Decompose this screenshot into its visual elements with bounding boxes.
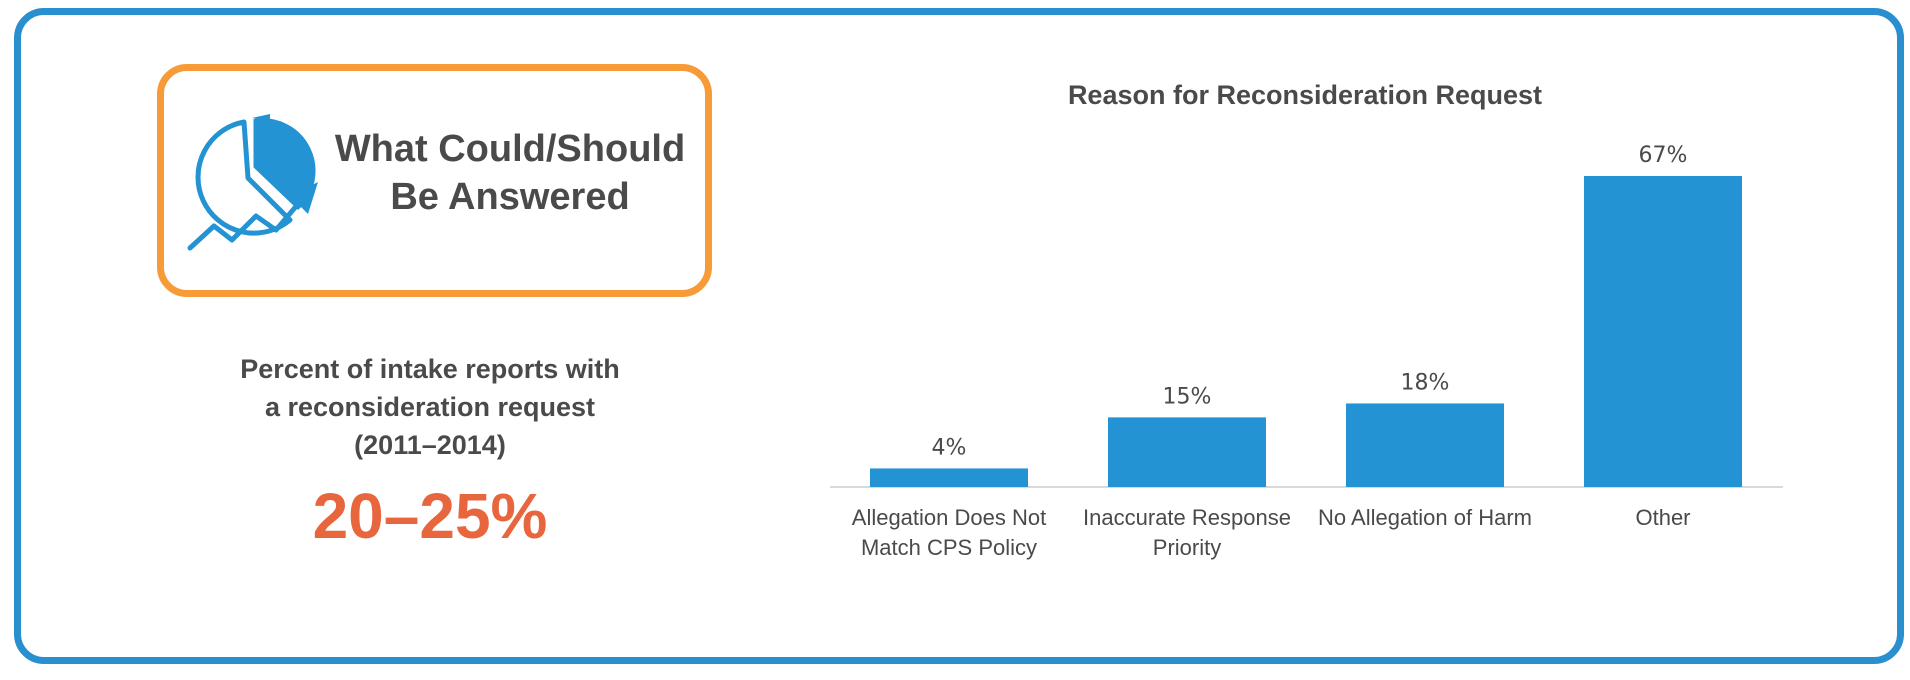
callout-title-line1: What Could/Should (334, 128, 686, 170)
category-label-1-line1: Allegation Does Not (852, 505, 1046, 530)
stat-value: 20–25% (312, 480, 548, 552)
category-label-1-line2: Match CPS Policy (861, 535, 1037, 560)
bar-1 (870, 468, 1028, 487)
bar-value-label-3: 18% (1401, 370, 1450, 395)
bar-value-label-1: 4% (932, 435, 967, 460)
bar-4 (1584, 176, 1742, 487)
category-label-2-line1: Inaccurate Response (1083, 505, 1291, 530)
chart-title: Reason for Reconsideration Request (1067, 80, 1543, 110)
category-label-4-line1: Other (1635, 505, 1690, 530)
bar-2 (1108, 417, 1266, 487)
bar-value-label-4: 67% (1639, 143, 1688, 168)
bar-value-label-2: 15% (1163, 384, 1212, 409)
stat-label: Percent of intake reports with a reconsi… (180, 350, 680, 464)
stat-label-line1: Percent of intake reports with (240, 354, 620, 384)
callout-title: What Could/Should Be Answered (330, 125, 690, 221)
bar-3 (1346, 403, 1504, 487)
category-label-3-line1: No Allegation of Harm (1318, 505, 1532, 530)
callout-title-line2: Be Answered (390, 176, 630, 218)
stat-label-line2: a reconsideration request (264, 392, 596, 422)
pie-chart-trend-icon (187, 114, 319, 251)
stat-label-line3: (2011–2014) (354, 430, 506, 460)
category-label-2-line2: Priority (1153, 535, 1221, 560)
